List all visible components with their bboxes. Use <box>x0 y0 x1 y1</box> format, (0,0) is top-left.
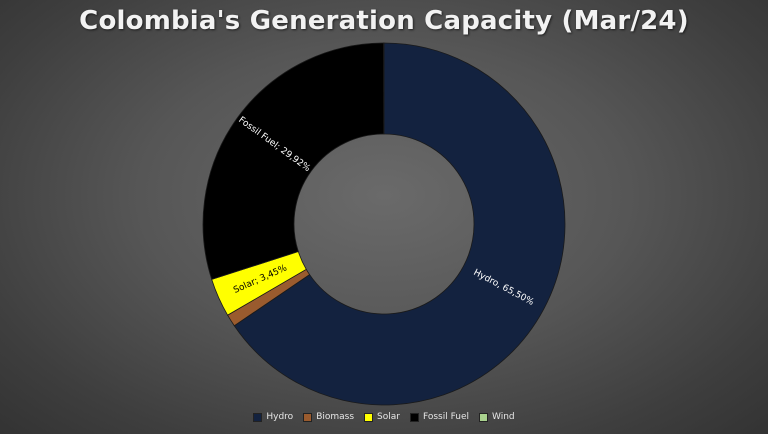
legend-label: Wind <box>492 412 515 422</box>
legend-item-solar: Solar <box>364 412 400 422</box>
legend-item-hydro: Hydro <box>253 412 293 422</box>
slice-hydro <box>233 42 566 406</box>
chart-title: Colombia's Generation Capacity (Mar/24) <box>79 6 689 36</box>
legend-label: Hydro <box>266 412 294 422</box>
legend-swatch <box>409 412 419 422</box>
legend-item-fossil-fuel: Fossil Fuel <box>409 412 469 422</box>
chart-legend: Hydro Biomass Solar Fossil Fuel Wind <box>0 412 768 422</box>
legend-swatch <box>303 412 313 422</box>
legend-swatch <box>479 412 488 422</box>
legend-swatch <box>253 412 263 422</box>
legend-label: Biomass <box>316 412 355 422</box>
legend-label: Solar <box>377 412 400 422</box>
doughnut-slices <box>202 42 566 406</box>
legend-swatch <box>364 412 374 422</box>
legend-item-biomass: Biomass <box>303 412 354 422</box>
legend-item-wind: Wind <box>479 412 515 422</box>
legend-label: Fossil Fuel <box>422 412 469 422</box>
slice-fossil-fuel <box>202 42 385 280</box>
